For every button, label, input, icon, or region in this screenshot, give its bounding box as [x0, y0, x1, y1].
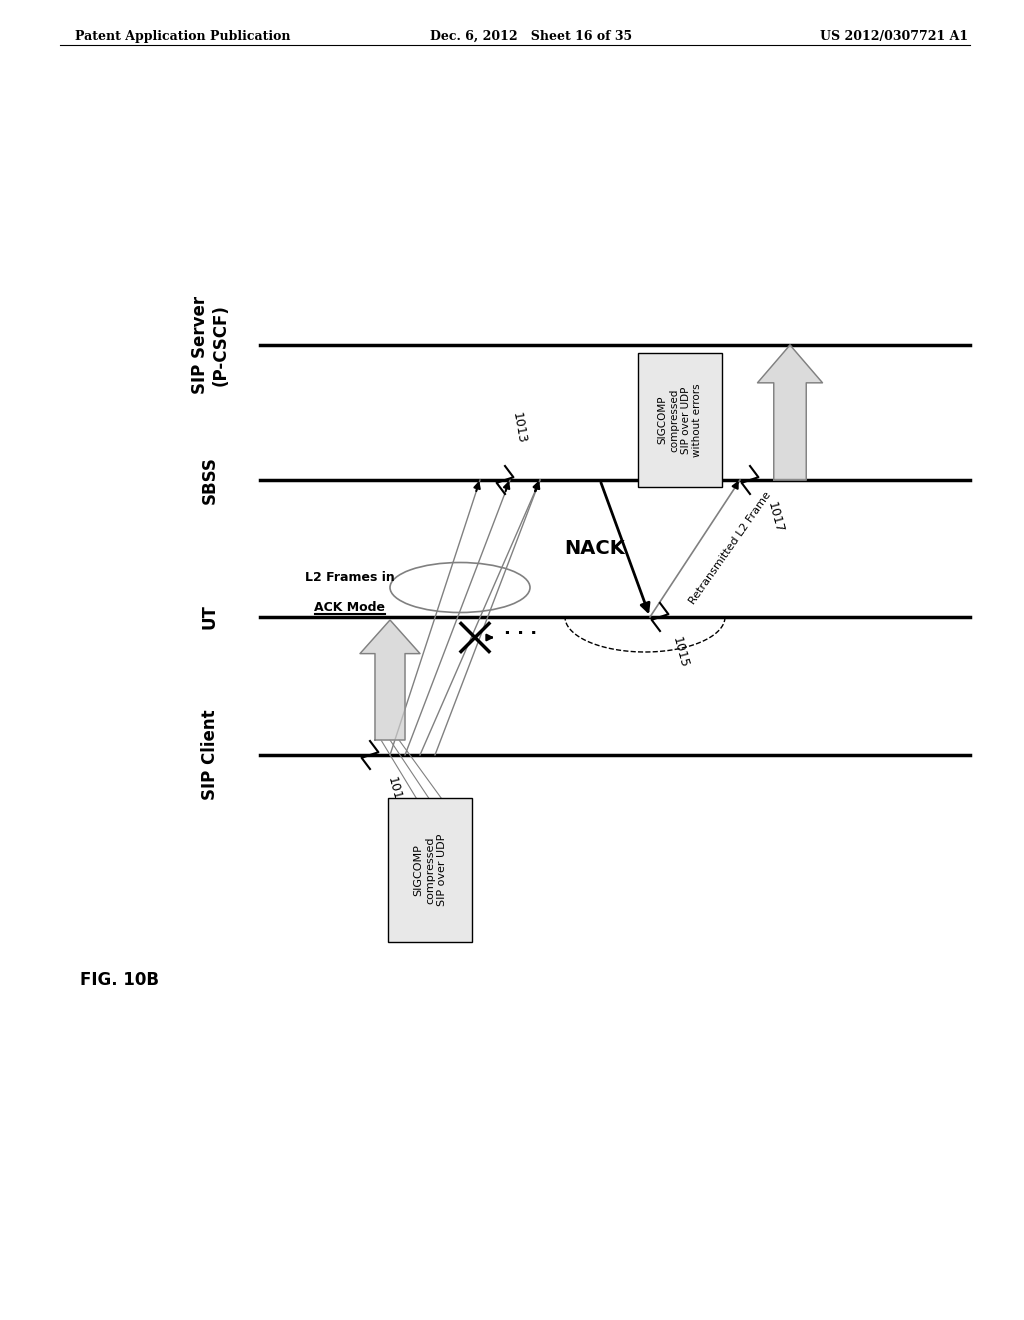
- Polygon shape: [758, 345, 822, 480]
- Text: 1015: 1015: [670, 635, 691, 669]
- Text: Dec. 6, 2012   Sheet 16 of 35: Dec. 6, 2012 Sheet 16 of 35: [430, 30, 632, 44]
- Text: SIGCOMP
compressed
SIP over UDP: SIGCOMP compressed SIP over UDP: [414, 834, 446, 907]
- Text: SBSS: SBSS: [201, 457, 219, 504]
- Text: . . .: . . .: [504, 620, 538, 639]
- Text: Patent Application Publication: Patent Application Publication: [75, 30, 291, 44]
- Text: ACK Mode: ACK Mode: [314, 601, 385, 614]
- Text: 1013: 1013: [510, 412, 528, 445]
- Text: US 2012/0307721 A1: US 2012/0307721 A1: [820, 30, 968, 44]
- Text: 1017: 1017: [765, 500, 785, 535]
- Polygon shape: [360, 620, 420, 741]
- Text: 1011: 1011: [385, 775, 406, 809]
- Text: L2 Frames in: L2 Frames in: [305, 572, 395, 583]
- Text: Retransmitted L2 Frame: Retransmitted L2 Frame: [687, 491, 773, 607]
- Text: UT: UT: [201, 605, 219, 630]
- Text: SIP Client: SIP Client: [201, 710, 219, 800]
- Text: FIG. 10B: FIG. 10B: [80, 972, 159, 989]
- FancyBboxPatch shape: [388, 799, 472, 942]
- Text: NACK: NACK: [564, 539, 626, 558]
- Text: SIP Server
(P-CSCF): SIP Server (P-CSCF): [190, 296, 229, 395]
- Text: SIGCOMP
compressed
SIP over UDP
without errors: SIGCOMP compressed SIP over UDP without …: [657, 383, 702, 457]
- FancyBboxPatch shape: [638, 352, 722, 487]
